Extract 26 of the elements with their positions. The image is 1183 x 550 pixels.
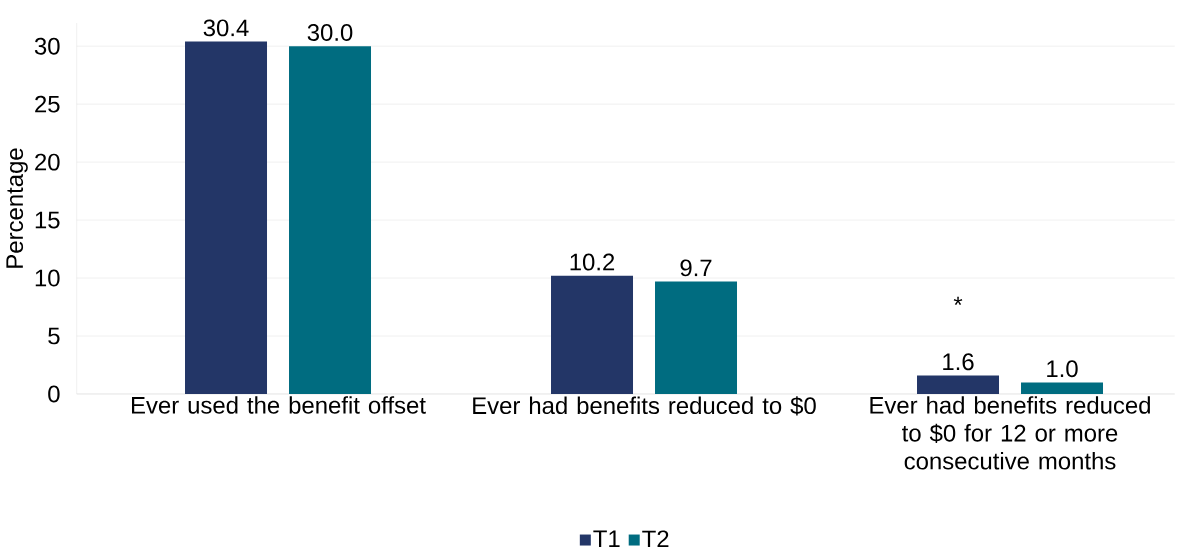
- bar: [289, 46, 372, 394]
- y-tick-label: 10: [35, 269, 60, 287]
- bar: [1021, 382, 1104, 394]
- y-tick-label: 5: [48, 327, 60, 345]
- data-label: 1.0: [1047, 360, 1078, 378]
- legend-label: T2: [642, 530, 669, 548]
- bar: [185, 41, 268, 394]
- y-tick-label: 30: [34, 37, 60, 55]
- y-tick-label: 25: [35, 95, 60, 113]
- bar: [655, 281, 738, 394]
- bar: [551, 275, 634, 394]
- x-tick-label: Ever had benefits reduced to $0 for 12 or more consecutive months: [870, 396, 1150, 470]
- x-tick-label: Ever used the benefit offset: [132, 396, 426, 414]
- bar: [917, 375, 1000, 394]
- y-axis-title: Percentage: [6, 148, 28, 268]
- data-label: 10.2: [570, 253, 615, 271]
- y-tick-label: 15: [35, 211, 60, 229]
- annotation: *: [953, 296, 963, 306]
- data-label: 1.6: [943, 353, 974, 371]
- y-tick-label: 20: [35, 153, 60, 171]
- y-tick-label: 0: [48, 385, 60, 403]
- data-label: 30.0: [307, 24, 353, 41]
- legend-label: T1: [593, 530, 620, 547]
- x-tick-label: Ever had benefits reduced to $0: [473, 396, 816, 416]
- data-label: 9.7: [680, 259, 712, 277]
- data-label: 30.4: [203, 19, 249, 37]
